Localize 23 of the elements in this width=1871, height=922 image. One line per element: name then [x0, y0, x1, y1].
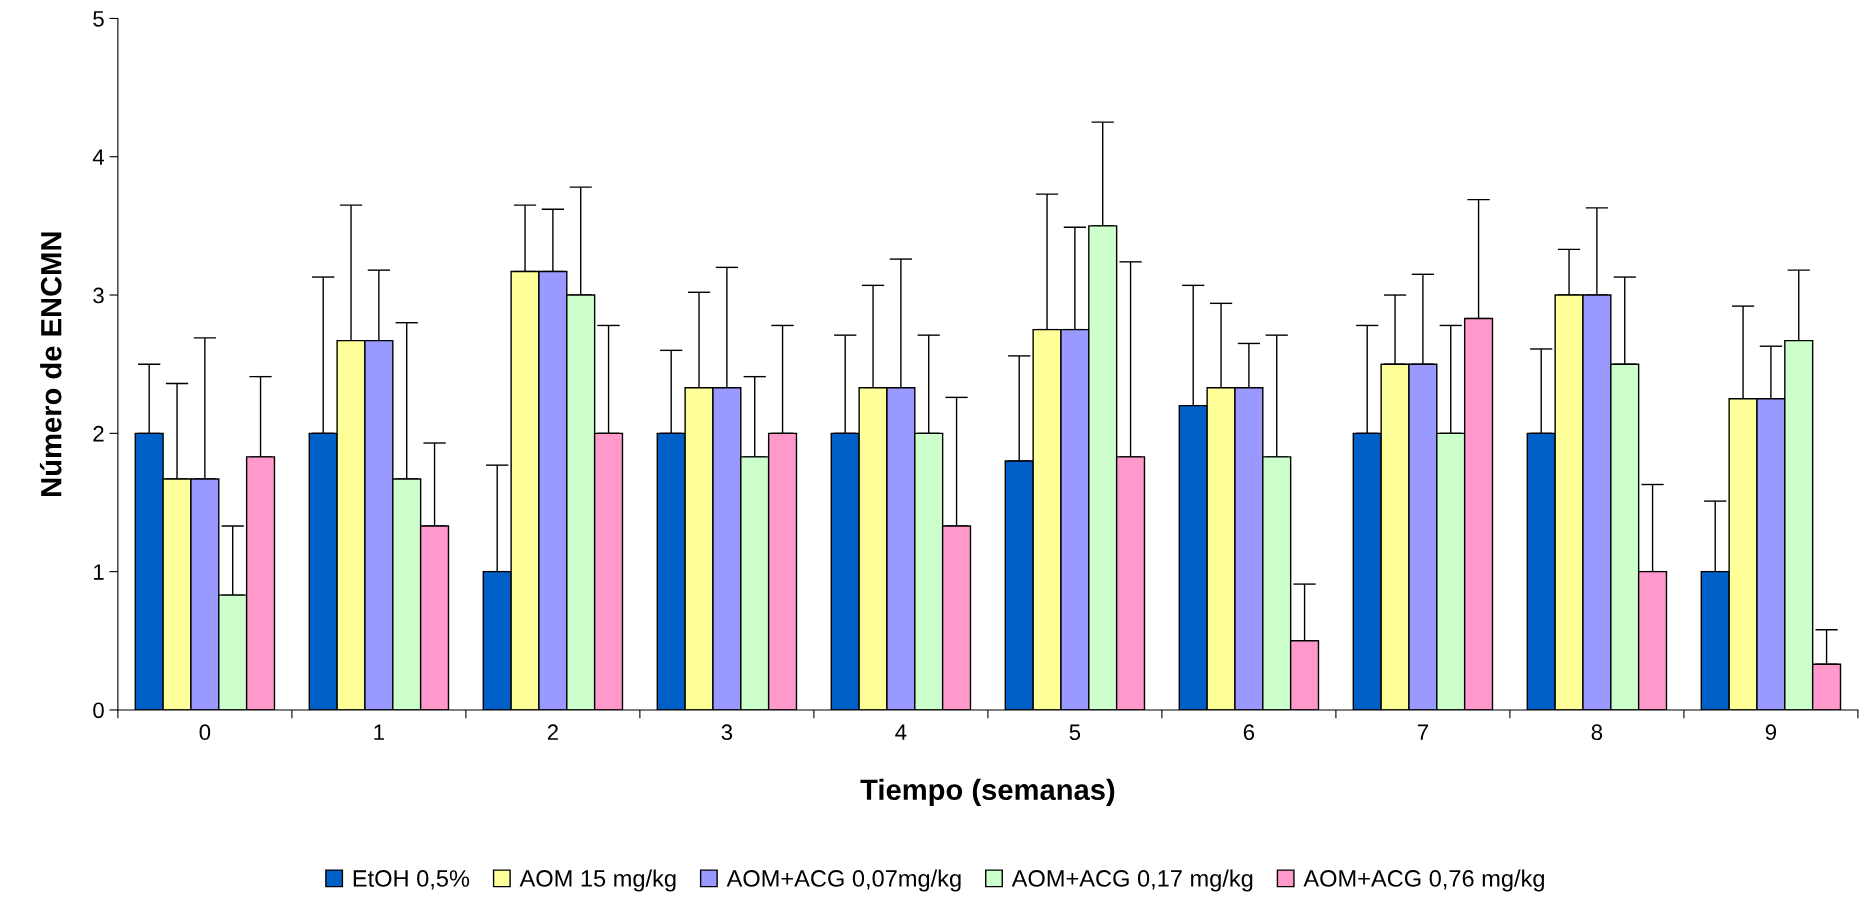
x-tick-label: 8 — [1591, 724, 1603, 741]
legend-label: AOM 15 mg/kg — [519, 869, 676, 892]
legend-label: AOM+ACG 0,07mg/kg — [726, 869, 961, 892]
y-tick-label: 0 — [93, 702, 104, 719]
x-tick-label: 6 — [1243, 724, 1255, 741]
y-tick-label: 5 — [93, 11, 104, 27]
x-tick-label: 4 — [895, 724, 907, 740]
x-tick-label: 1 — [374, 724, 384, 740]
legend-label: AOM+ACG 0,76 mg/kg — [1303, 869, 1544, 892]
legend-label: AOM+ACG 0,17 mg/kg — [1011, 869, 1253, 892]
y-tick-label: 2 — [93, 425, 104, 442]
legend-label: EtOH 0,5% — [353, 870, 470, 890]
x-tick-label: 3 — [721, 724, 733, 741]
x-tick-label: 5 — [1069, 724, 1081, 741]
y-tick-label: 1 — [94, 564, 104, 580]
x-axis-title: Tiempo (semanas) — [860, 778, 1115, 806]
y-tick-label: 3 — [93, 287, 104, 304]
x-tick-label: 0 — [199, 724, 211, 741]
y-tick-label: 4 — [92, 149, 105, 165]
x-tick-label: 7 — [1417, 724, 1428, 740]
y-axis-title: Número de ENCMN — [39, 232, 62, 496]
x-tick-label: 9 — [1765, 724, 1777, 741]
x-tick-label: 2 — [547, 724, 558, 740]
